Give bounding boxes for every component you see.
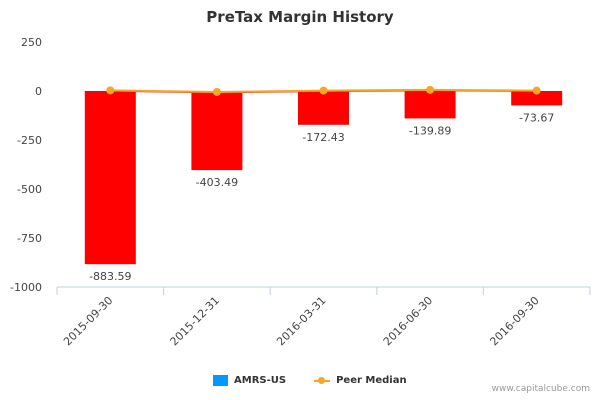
y-tick-label: -750 — [17, 232, 42, 245]
legend-item-amrs[interactable]: AMRS-US — [213, 374, 287, 386]
chart-title: PreTax Margin History — [206, 8, 394, 26]
legend: AMRS-US Peer Median — [213, 372, 435, 388]
x-axis — [56, 286, 591, 295]
y-tick-label: 0 — [35, 85, 42, 98]
x-tick-label: 2016-09-30 — [487, 294, 541, 348]
peer-median-point — [426, 85, 435, 94]
x-tick-label: 2016-06-30 — [381, 294, 435, 348]
data-label: -172.43 — [302, 131, 344, 144]
legend-swatch-peer-median — [314, 375, 331, 386]
legend-label-amrs: AMRS-US — [234, 374, 287, 386]
y-tick-label: 250 — [21, 36, 42, 49]
legend-item-peer-median[interactable]: Peer Median — [314, 375, 407, 386]
peer-median-point — [532, 86, 541, 95]
bar-series — [84, 91, 563, 265]
legend-swatch-amrs — [213, 374, 228, 386]
data-label: -139.89 — [409, 124, 451, 137]
data-label: -73.67 — [519, 111, 554, 124]
data-label: -403.49 — [196, 176, 238, 189]
y-tick-label: -250 — [17, 134, 42, 147]
bar-2015-09-30 — [84, 91, 136, 265]
data-label: -883.59 — [89, 270, 131, 283]
legend-label-peer-median: Peer Median — [336, 374, 407, 386]
peer-median-point — [319, 86, 328, 95]
x-tick-label: 2016-03-31 — [274, 294, 328, 348]
peer-median-point — [106, 86, 115, 95]
bar-2015-12-31 — [191, 91, 243, 171]
credit-text[interactable]: www.capitalcube.com — [491, 384, 590, 394]
y-tick-label: -1000 — [10, 281, 42, 294]
data-labels: -883.59 -403.49 -172.43 -139.89 -73.67 — [89, 111, 554, 283]
bar-2016-09-30 — [511, 91, 563, 106]
x-axis-ticks: 2015-09-30 2015-12-31 2016-03-31 2016-06-30… — [61, 294, 542, 348]
x-tick-label: 2015-12-31 — [168, 294, 222, 348]
y-axis-ticks: 250 0 -250 -500 -750 -1000 — [10, 36, 42, 294]
legend-swatch-peer-dot — [318, 376, 326, 384]
x-tick-label: 2015-09-30 — [61, 294, 115, 348]
bar-2016-06-30 — [404, 91, 456, 119]
line-series — [106, 85, 541, 96]
bar-2016-03-31 — [298, 91, 349, 125]
y-tick-label: -500 — [17, 183, 42, 196]
peer-median-point — [212, 87, 221, 96]
